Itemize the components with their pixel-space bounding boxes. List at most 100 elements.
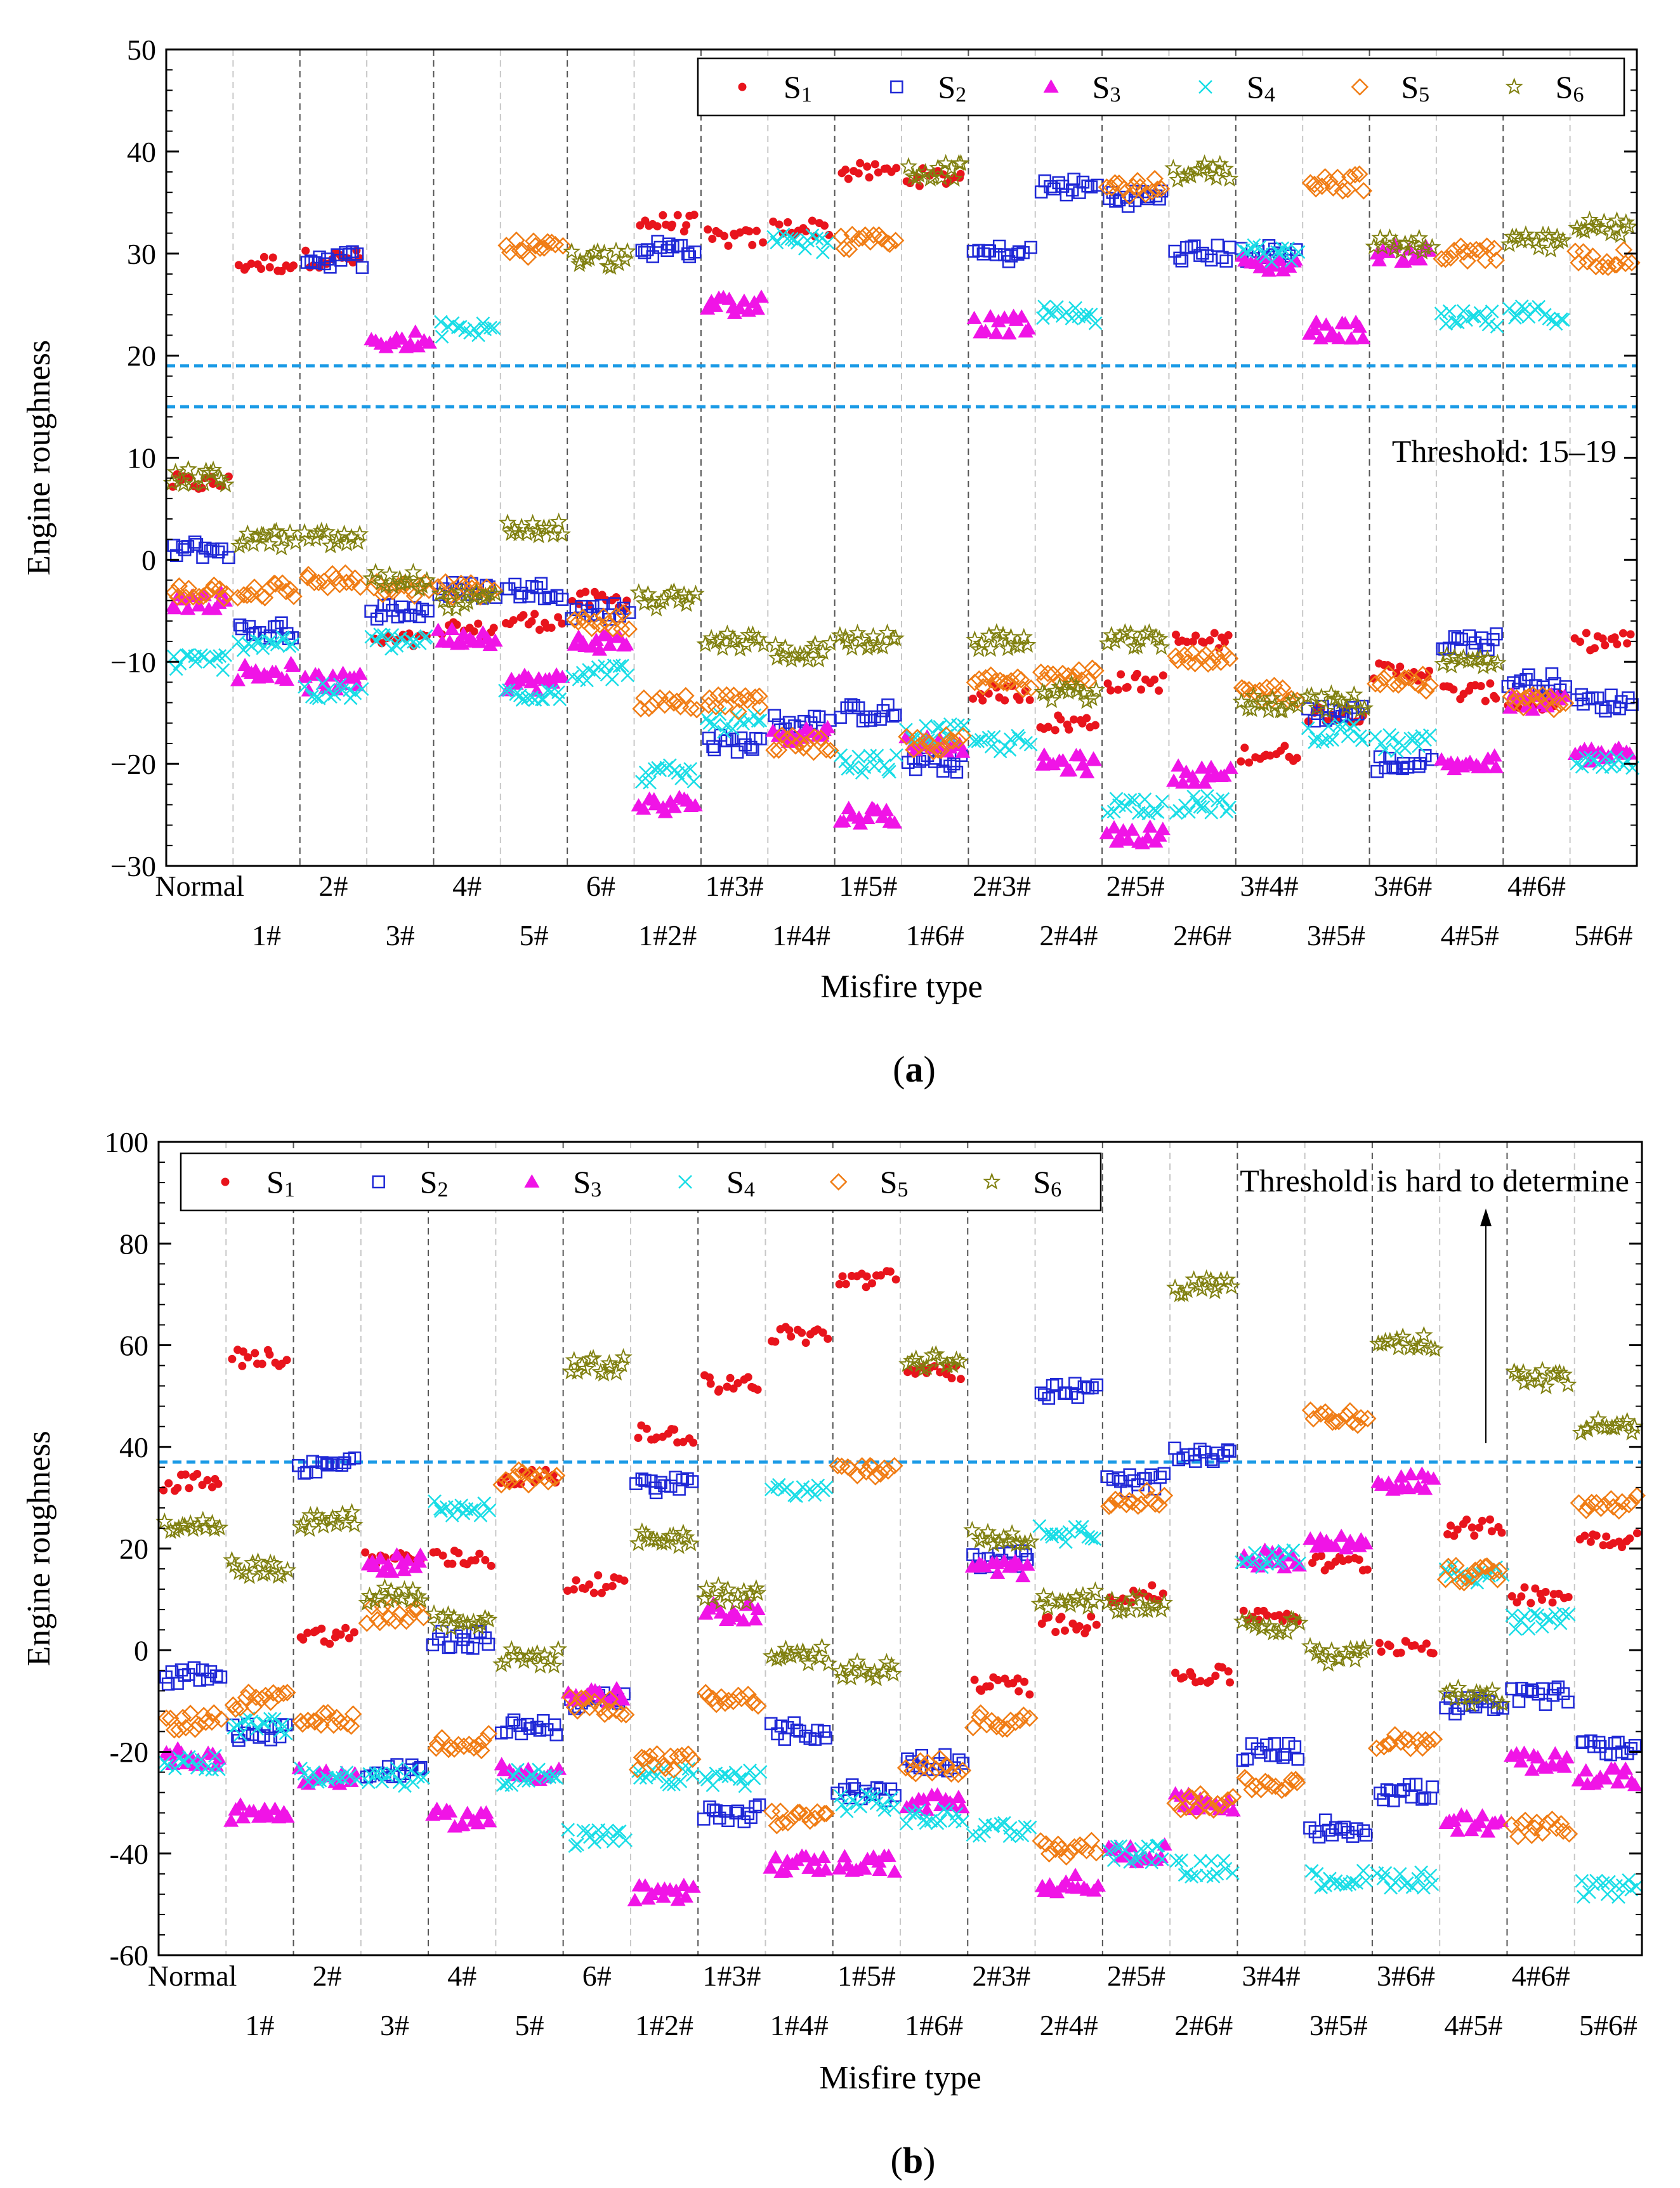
x-tick-label: 1#3# — [702, 1960, 761, 1992]
data-point — [978, 1715, 995, 1734]
data-point — [667, 1777, 681, 1792]
data-point — [1388, 1875, 1403, 1890]
data-point — [1532, 299, 1546, 314]
data-point — [627, 1892, 643, 1906]
data-point — [548, 1718, 561, 1732]
data-point — [1348, 1640, 1366, 1658]
data-point — [839, 1804, 854, 1818]
data-point — [1417, 1644, 1426, 1653]
data-point — [366, 1559, 382, 1573]
data-point — [445, 1740, 463, 1758]
data-point — [1124, 178, 1143, 195]
data-point — [633, 1771, 647, 1785]
data-point — [1219, 1791, 1237, 1809]
data-point — [673, 1746, 691, 1765]
data-point — [848, 1652, 867, 1670]
data-point — [1554, 231, 1572, 249]
data-point — [515, 693, 530, 707]
data-point — [1530, 1750, 1545, 1764]
data-point — [173, 471, 191, 488]
data-point — [919, 1816, 933, 1830]
data-point — [1334, 182, 1352, 200]
data-point — [599, 627, 615, 641]
data-point — [1482, 655, 1500, 673]
data-point — [1560, 1825, 1578, 1843]
data-point — [1188, 1672, 1197, 1680]
x-tick-label: 1#4# — [770, 2009, 829, 2041]
data-point — [505, 1716, 519, 1730]
data-point — [320, 1769, 336, 1783]
data-point — [1363, 1565, 1372, 1574]
data-point — [257, 265, 266, 273]
data-point — [1582, 218, 1601, 235]
data-point — [301, 246, 310, 255]
data-point — [1445, 241, 1463, 259]
y-tick-label: −30 — [110, 850, 156, 882]
y-tick-label: 10 — [127, 442, 156, 475]
data-point — [1245, 242, 1259, 256]
data-point — [668, 1883, 684, 1897]
data-point — [1260, 1616, 1278, 1634]
data-point — [1443, 1530, 1452, 1538]
data-point — [1237, 757, 1245, 766]
data-point — [1173, 251, 1186, 265]
legend: S1 S2 S3 S4 S5 S6 — [180, 1152, 1102, 1212]
legend-label: S2 — [420, 1164, 449, 1202]
data-point — [1419, 1734, 1437, 1752]
data-point — [1551, 695, 1569, 714]
data-point — [884, 1782, 898, 1796]
data-point — [784, 218, 792, 226]
data-point — [724, 241, 733, 250]
data-point — [581, 1699, 599, 1717]
data-point — [239, 1683, 258, 1701]
data-point — [170, 1720, 188, 1739]
data-point — [1608, 1415, 1626, 1432]
data-point — [1020, 321, 1036, 335]
data-point — [1488, 1571, 1507, 1589]
data-point — [990, 631, 1009, 648]
data-point — [1120, 1491, 1138, 1510]
data-point — [343, 1769, 357, 1783]
data-point — [752, 1798, 766, 1812]
data-point — [879, 1462, 897, 1480]
data-point — [1509, 1828, 1527, 1845]
data-point — [333, 1504, 352, 1522]
data-point — [548, 1467, 566, 1484]
data-point — [1035, 684, 1054, 702]
data-point — [1322, 1641, 1341, 1659]
data-point — [239, 1347, 247, 1356]
data-point — [1263, 1611, 1272, 1620]
data-point — [1371, 676, 1389, 693]
data-point — [1175, 775, 1191, 789]
data-point — [954, 726, 972, 745]
data-point — [652, 1433, 661, 1442]
data-point — [649, 1486, 663, 1500]
data-point — [728, 1586, 747, 1604]
data-point — [1327, 1413, 1344, 1431]
data-point — [324, 1509, 342, 1526]
data-point — [1172, 1453, 1185, 1467]
data-point — [480, 1725, 498, 1743]
series-S1 — [159, 1267, 1641, 1699]
data-point — [1376, 1871, 1391, 1885]
data-point — [838, 1272, 847, 1281]
data-point — [203, 1476, 212, 1484]
data-point — [1308, 698, 1326, 716]
data-point — [830, 626, 850, 643]
data-point — [343, 1503, 361, 1521]
data-point — [1375, 1639, 1384, 1648]
data-point — [1049, 1527, 1063, 1542]
data-point — [662, 1778, 676, 1792]
data-point — [405, 587, 424, 605]
data-point — [1426, 1471, 1441, 1485]
data-point — [1275, 241, 1290, 256]
data-point — [886, 629, 905, 646]
data-point — [869, 636, 887, 653]
data-point — [592, 1699, 610, 1717]
data-point — [1191, 631, 1200, 640]
data-point — [342, 1717, 360, 1735]
data-point — [1098, 634, 1117, 652]
data-point — [917, 732, 935, 750]
data-point — [932, 168, 951, 186]
data-point — [747, 1612, 763, 1626]
